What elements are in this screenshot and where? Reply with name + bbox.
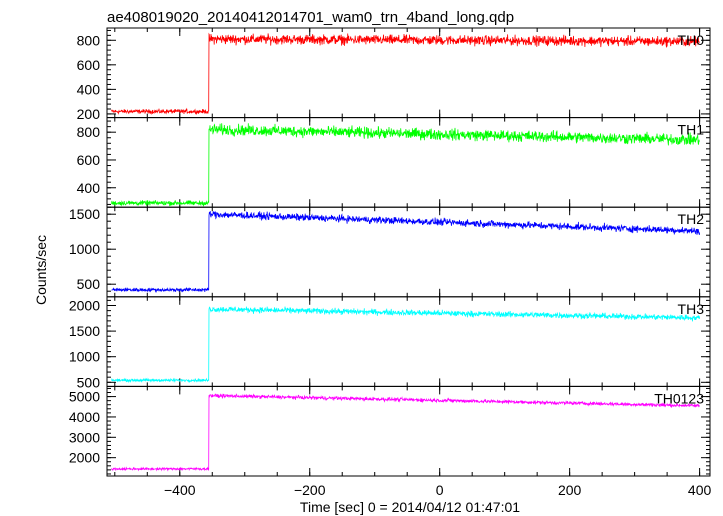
y-tick-label: 600 xyxy=(77,152,101,168)
y-tick-label: 1000 xyxy=(69,241,100,257)
y-tick-label: 1000 xyxy=(69,349,100,365)
chart-title: ae408019020_20140412014701_wam0_trn_4ban… xyxy=(107,9,514,26)
panel-th1: 400 600 800 TH1 xyxy=(77,117,711,208)
x-tick-label: 200 xyxy=(558,482,582,498)
y-tick-label: 400 xyxy=(77,180,101,196)
x-axis-label: Time [sec] 0 = 2014/04/12 01:47:01 xyxy=(300,499,520,515)
y-tick-label: 5000 xyxy=(69,389,100,405)
series-line-th0 xyxy=(111,32,700,115)
series-label-th0123: TH0123 xyxy=(654,390,704,406)
series-label-th2: TH2 xyxy=(678,211,705,227)
y-tick-label: 800 xyxy=(77,32,101,48)
panel-th3: 500 1000 1500 2000 TH3 xyxy=(69,296,711,390)
y-tick-label: 3000 xyxy=(69,429,100,445)
panel-th0: 200 400 600 800 TH0 xyxy=(77,27,711,122)
panel-th0123: 2000 3000 4000 5000 TH0123 −400 −200 0 200 400 xyxy=(69,385,712,498)
x-tick-label: 400 xyxy=(688,482,712,498)
series-line-th1 xyxy=(111,123,700,207)
y-tick-label: 500 xyxy=(77,374,101,390)
x-tick-label: 0 xyxy=(436,482,444,498)
y-tick-label: 800 xyxy=(77,124,101,140)
panel-frame xyxy=(106,296,711,387)
series-label-th1: TH1 xyxy=(678,122,705,138)
series-label-th0: TH0 xyxy=(678,32,705,48)
series-line-th0123 xyxy=(111,393,700,472)
y-tick-label: 500 xyxy=(77,276,101,292)
y-tick-label: 1500 xyxy=(69,206,100,222)
series-line-th3 xyxy=(111,306,700,384)
x-tick-label: −400 xyxy=(164,482,196,498)
panel-th2: 500 1000 1500 TH2 xyxy=(69,206,711,298)
y-tick-label: 600 xyxy=(77,57,101,73)
y-tick-label: 2000 xyxy=(69,298,100,314)
panel-frame xyxy=(106,385,711,477)
y-tick-label: 200 xyxy=(77,106,101,122)
y-axis-label: Counts/sec xyxy=(33,235,49,305)
series-label-th3: TH3 xyxy=(678,301,705,317)
y-tick-label: 400 xyxy=(77,81,101,97)
panels: 200 400 600 800 TH0 400 600 800 TH1 500 1000 1500 TH… xyxy=(69,27,712,498)
series-line-th2 xyxy=(111,210,700,294)
y-tick-label: 4000 xyxy=(69,409,100,425)
y-tick-label: 2000 xyxy=(69,450,100,466)
y-tick-label: 1500 xyxy=(69,323,100,339)
x-tick-label: −200 xyxy=(294,482,326,498)
